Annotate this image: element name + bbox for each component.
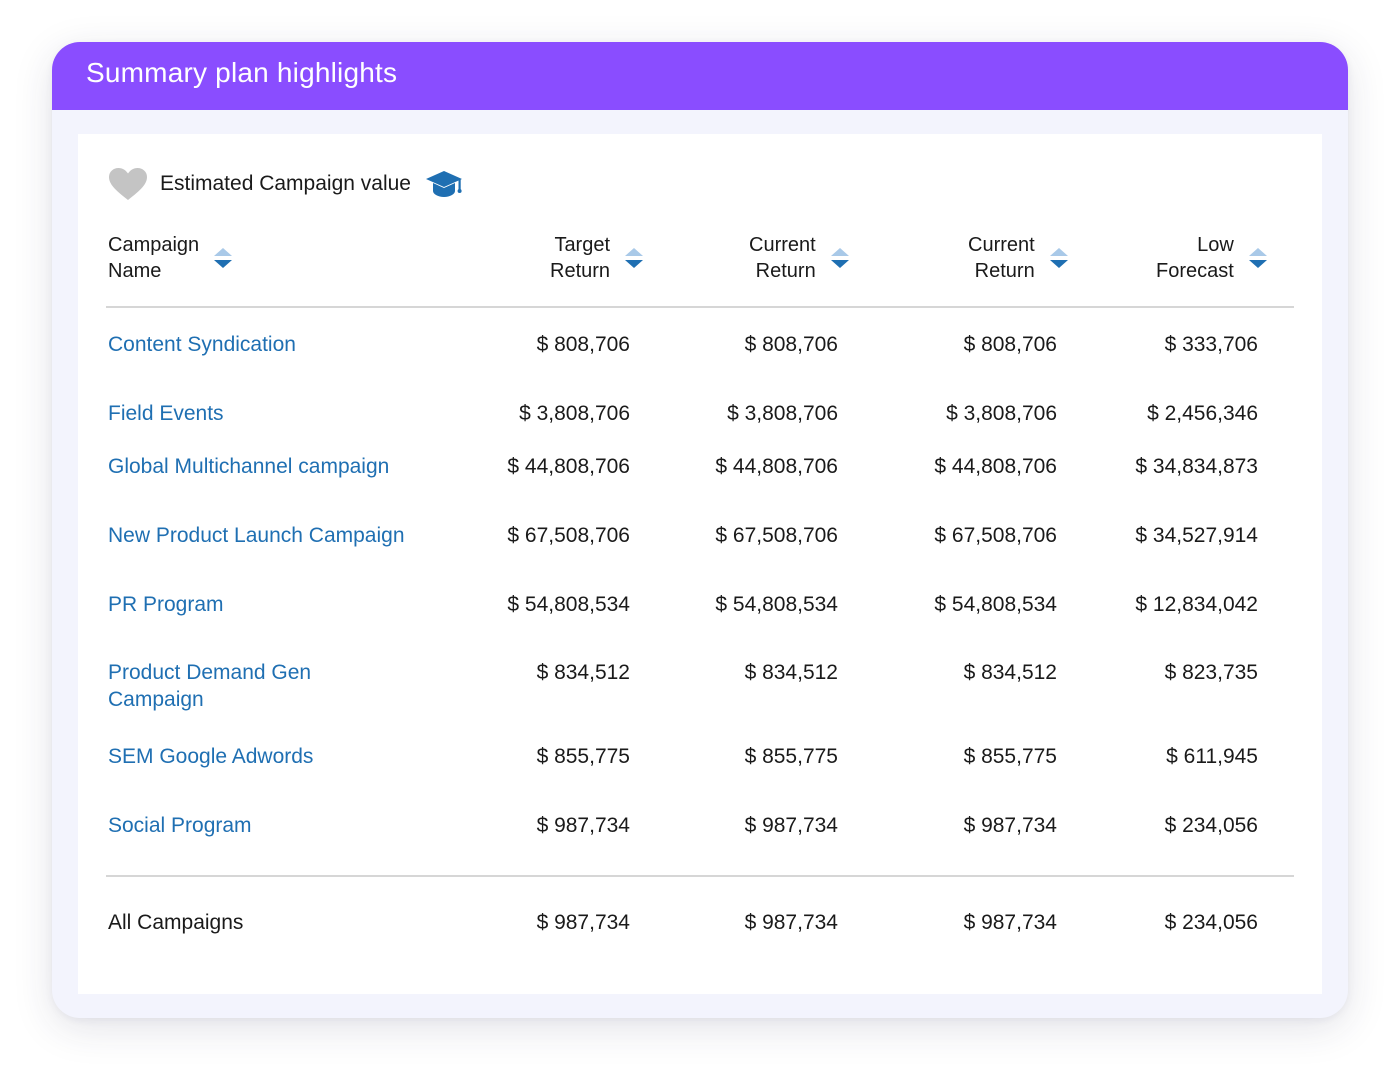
column-header-label: Return [755, 260, 816, 282]
column-header-target-return[interactable]: Target Return [550, 230, 644, 286]
current-return-value: $ 834,512 [744, 661, 838, 684]
campaign-link[interactable]: Global Multichannel campaign [108, 455, 390, 478]
total-target-return-value: $ 987,734 [536, 911, 630, 934]
target-return-value: $ 808,706 [536, 333, 630, 356]
current-return-value: $ 44,808,706 [934, 455, 1057, 478]
table-row: Content Syndication $ 808,706 $ 808,706 … [78, 331, 1322, 391]
target-return-value: $ 834,512 [536, 661, 630, 684]
sort-icon[interactable] [1248, 245, 1268, 271]
table-row: SEM Google Adwords $ 855,775 $ 855,775 $… [78, 743, 1322, 803]
total-label: All Campaigns [108, 911, 244, 934]
table-row: PR Program $ 54,808,534 $ 54,808,534 $ 5… [78, 591, 1322, 651]
current-return-value: $ 3,808,706 [946, 402, 1057, 425]
current-return-value: $ 855,775 [744, 745, 838, 768]
current-return-value: $ 855,775 [963, 745, 1057, 768]
column-header-label: Name [108, 260, 162, 282]
header-divider [106, 306, 1294, 308]
table-row: Product Demand Gen Campaign $ 834,512 $ … [78, 659, 1322, 719]
column-header-low-forecast[interactable]: Low Forecast [1156, 230, 1268, 286]
total-current-return-value: $ 987,734 [963, 911, 1057, 934]
campaign-link[interactable]: Product Demand Gen Campaign [108, 661, 312, 711]
sort-icon[interactable] [213, 245, 233, 271]
low-forecast-value: $ 611,945 [1166, 745, 1258, 768]
current-return-value: $ 834,512 [963, 661, 1057, 684]
card-title: Summary plan highlights [86, 57, 398, 88]
table-row: Field Events $ 3,808,706 $ 3,808,706 $ 3… [78, 400, 1322, 460]
column-header-current-return-2[interactable]: Current Return [968, 230, 1069, 286]
target-return-value: $ 3,808,706 [519, 402, 630, 425]
column-header-current-return-1[interactable]: Current Return [749, 230, 850, 286]
campaign-link[interactable]: SEM Google Adwords [108, 745, 314, 768]
column-header-label: Target [554, 234, 611, 256]
target-return-value: $ 855,775 [536, 745, 630, 768]
column-header-label: Forecast [1156, 260, 1234, 282]
total-low-forecast-value: $ 234,056 [1164, 911, 1258, 934]
column-header-label: Campaign [108, 234, 200, 256]
column-header-campaign-name[interactable]: Campaign Name [108, 230, 233, 286]
total-row: All Campaigns $ 987,734 $ 987,734 $ 987,… [78, 909, 1322, 969]
table-row: New Product Launch Campaign $ 67,508,706… [78, 522, 1322, 582]
campaign-link[interactable]: PR Program [108, 593, 224, 616]
target-return-value: $ 67,508,706 [507, 524, 630, 547]
current-return-value: $ 808,706 [963, 333, 1057, 356]
current-return-value: $ 3,808,706 [727, 402, 838, 425]
panel-title: Estimated Campaign value [160, 172, 411, 195]
target-return-value: $ 54,808,534 [507, 593, 630, 616]
total-divider [106, 875, 1294, 877]
campaign-link[interactable]: Content Syndication [108, 333, 296, 356]
total-current-return-value: $ 987,734 [744, 911, 838, 934]
table-row: Social Program $ 987,734 $ 987,734 $ 987… [78, 812, 1322, 872]
low-forecast-value: $ 234,056 [1164, 814, 1258, 837]
low-forecast-value: $ 823,735 [1164, 661, 1258, 684]
table-row: Global Multichannel campaign $ 44,808,70… [78, 453, 1322, 513]
current-return-value: $ 67,508,706 [934, 524, 1057, 547]
low-forecast-value: $ 2,456,346 [1147, 402, 1258, 425]
current-return-value: $ 54,808,534 [715, 593, 838, 616]
low-forecast-value: $ 34,834,873 [1135, 455, 1258, 478]
current-return-value: $ 987,734 [744, 814, 838, 837]
sort-icon[interactable] [624, 245, 644, 271]
current-return-value: $ 808,706 [744, 333, 838, 356]
campaign-link[interactable]: Field Events [108, 402, 224, 425]
column-header-label: Current [749, 234, 816, 256]
summary-card: Summary plan highlights Estimated Campai… [52, 42, 1348, 1018]
low-forecast-value: $ 333,706 [1164, 333, 1258, 356]
campaign-value-panel: Estimated Campaign value Campaign Name T… [78, 134, 1322, 994]
card-header: Summary plan highlights [52, 42, 1348, 110]
heart-icon[interactable] [108, 167, 148, 201]
graduation-cap-icon[interactable] [425, 169, 463, 199]
sort-icon[interactable] [1049, 245, 1069, 271]
target-return-value: $ 987,734 [536, 814, 630, 837]
campaign-link[interactable]: New Product Launch Campaign [108, 524, 405, 547]
low-forecast-value: $ 12,834,042 [1135, 593, 1258, 616]
panel-title-row: Estimated Campaign value [108, 166, 463, 202]
current-return-value: $ 987,734 [963, 814, 1057, 837]
current-return-value: $ 67,508,706 [715, 524, 838, 547]
column-header-label: Return [550, 260, 611, 282]
current-return-value: $ 44,808,706 [715, 455, 838, 478]
column-header-label: Low [1197, 234, 1234, 256]
low-forecast-value: $ 34,527,914 [1135, 524, 1258, 547]
target-return-value: $ 44,808,706 [507, 455, 630, 478]
current-return-value: $ 54,808,534 [934, 593, 1057, 616]
column-header-label: Return [974, 260, 1035, 282]
column-header-label: Current [968, 234, 1035, 256]
campaign-link[interactable]: Social Program [108, 814, 252, 837]
sort-icon[interactable] [830, 245, 850, 271]
